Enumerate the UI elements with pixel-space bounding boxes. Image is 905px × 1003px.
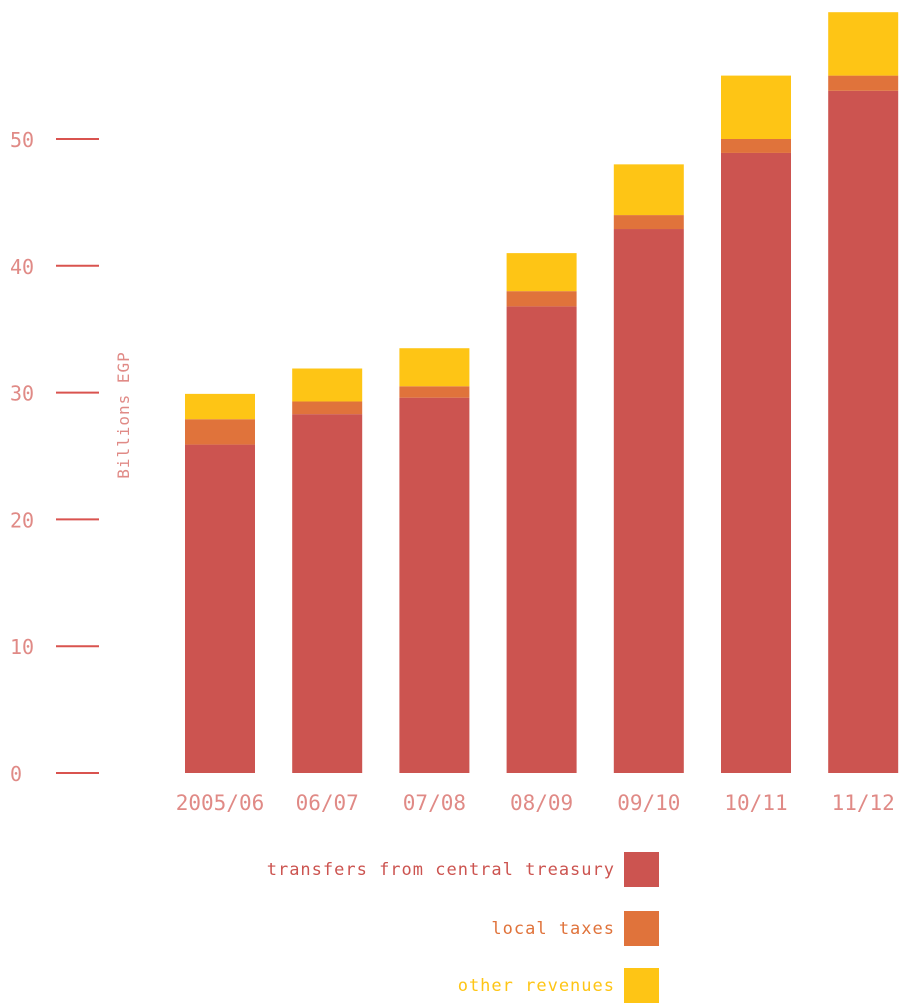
x-category-label-0: 2005/06 bbox=[176, 791, 265, 815]
bar-09-10-series-2 bbox=[613, 164, 684, 216]
x-axis-categories: 2005/06 06/07 07/08 08/09 09/10 10/11 11/12 bbox=[176, 791, 895, 815]
bar-07-08-series-2 bbox=[399, 348, 470, 387]
bar-08-09-series-0 bbox=[506, 306, 577, 773]
bar-08-09-series-2 bbox=[506, 253, 577, 292]
y-tick-label-0: 0 bbox=[10, 762, 22, 786]
bar-06-07-series-2 bbox=[292, 368, 363, 402]
x-category-label-6: 11/12 bbox=[832, 791, 895, 815]
bar-2005-06-series-1 bbox=[185, 419, 255, 445]
y-tick-label-1: 10 bbox=[10, 635, 34, 659]
legend: transfers from central treasury local tax… bbox=[267, 852, 659, 1003]
bar-2005-06-series-2 bbox=[185, 393, 255, 420]
bar-11-12-series-2 bbox=[828, 12, 899, 76]
bars bbox=[185, 12, 899, 774]
bar-10-11-series-2 bbox=[721, 75, 791, 139]
x-category-label-5: 10/11 bbox=[724, 791, 787, 815]
bar-09-10-series-0 bbox=[613, 229, 684, 773]
bar-07-08-series-1 bbox=[399, 386, 470, 398]
bar-09-10-series-1 bbox=[613, 215, 684, 230]
x-category-label-3: 08/09 bbox=[510, 791, 573, 815]
y-tick-label-4: 40 bbox=[10, 255, 34, 279]
bar-10-11-series-0 bbox=[721, 152, 791, 773]
bar-07-08-series-0 bbox=[399, 397, 470, 773]
legend-label-0: transfers from central treasury bbox=[267, 860, 615, 880]
bar-10-11-series-1 bbox=[721, 139, 791, 153]
bar-06-07-series-1 bbox=[292, 401, 363, 415]
legend-swatch-2 bbox=[624, 968, 659, 1003]
x-category-label-2: 07/08 bbox=[403, 791, 466, 815]
x-category-label-4: 09/10 bbox=[617, 791, 680, 815]
legend-label-1: local taxes bbox=[491, 919, 615, 939]
bar-06-07-series-0 bbox=[292, 414, 363, 773]
legend-swatch-0 bbox=[624, 852, 659, 887]
y-axis-ticks: 0 10 20 30 40 50 bbox=[10, 128, 99, 786]
legend-label-2: other revenues bbox=[458, 976, 615, 996]
y-tick-label-5: 50 bbox=[10, 128, 34, 152]
bar-2005-06-series-0 bbox=[185, 444, 255, 773]
y-axis-title: Billions EGP bbox=[114, 351, 133, 479]
legend-swatch-1 bbox=[624, 911, 659, 946]
bar-08-09-series-1 bbox=[506, 291, 577, 307]
bar-11-12-series-1 bbox=[828, 75, 899, 91]
x-category-label-1: 06/07 bbox=[296, 791, 359, 815]
y-tick-label-2: 20 bbox=[10, 508, 34, 532]
y-tick-label-3: 30 bbox=[10, 382, 34, 406]
bar-11-12-series-0 bbox=[828, 90, 899, 774]
